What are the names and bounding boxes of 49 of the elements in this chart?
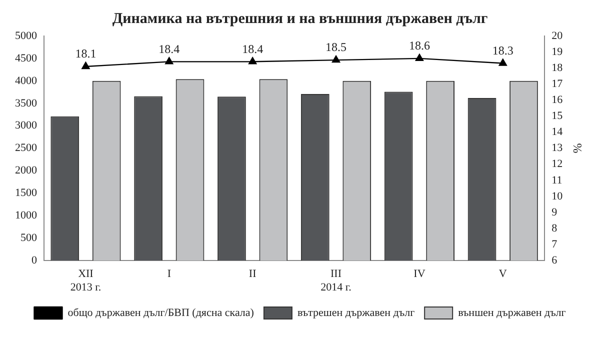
legend-label: общо държавен дълг/БВП (дясна скала) bbox=[68, 306, 254, 319]
y2-tick-label: 11 bbox=[552, 174, 562, 186]
y-tick-label: 2000 bbox=[15, 164, 38, 177]
y-tick-label: 4000 bbox=[15, 74, 38, 87]
x-tick-label: III 2014 г. bbox=[320, 268, 352, 294]
data-label: 18.4 bbox=[158, 42, 180, 56]
data-label: 18.5 bbox=[326, 40, 347, 54]
data-label: 18.6 bbox=[408, 38, 430, 53]
data-label: 18.4 bbox=[242, 42, 264, 56]
y-tick-label: 1000 bbox=[15, 210, 38, 222]
chart-title: Динамика на вътрешния и на външния държавен дълг bbox=[112, 10, 488, 27]
x-tick-label: V bbox=[498, 268, 507, 280]
data-label: 18.1 bbox=[75, 46, 96, 61]
point bbox=[248, 57, 257, 64]
data-label: 18.3 bbox=[492, 43, 514, 58]
y-tick-label: 4500 bbox=[15, 52, 38, 64]
y2-tick-label: 7 bbox=[552, 238, 558, 250]
y2-tick-label: 6 bbox=[552, 254, 558, 266]
y-tick-label: 0 bbox=[32, 254, 38, 266]
point bbox=[498, 58, 507, 66]
y2-tick-label: 13 bbox=[552, 142, 564, 154]
y2-tick-label: 15 bbox=[552, 110, 564, 122]
point bbox=[415, 54, 424, 62]
y2-tick-label: 20 bbox=[552, 30, 564, 42]
point bbox=[332, 55, 340, 63]
point bbox=[165, 57, 174, 64]
legend-label: външен държавен дълг bbox=[458, 306, 566, 319]
y-tick-label: 3000 bbox=[15, 120, 38, 132]
y2-tick-label: 19 bbox=[552, 46, 564, 58]
x-tick-label: II bbox=[248, 268, 257, 280]
y2-tick-label: 18 bbox=[552, 62, 564, 74]
y2-tick-label: 10 bbox=[552, 190, 564, 202]
y2-tick-label: 17 bbox=[552, 78, 564, 90]
point bbox=[82, 62, 90, 70]
y-tick-label: 2500 bbox=[15, 142, 38, 154]
x-tick-label: I bbox=[167, 268, 172, 280]
y2-tick-label: 9 bbox=[552, 206, 558, 218]
y-tick-label: 5000 bbox=[15, 30, 38, 42]
y-tick-label: 1500 bbox=[15, 187, 38, 200]
legend-label: вътрешен държавен дълг bbox=[297, 306, 416, 319]
y2-axis-title: % bbox=[570, 143, 585, 154]
y2-tick-label: 12 bbox=[552, 158, 563, 170]
y2-tick-label: 16 bbox=[552, 94, 564, 106]
x-tick-label: IV bbox=[414, 268, 426, 280]
x-tick-label: XII 2013 г. bbox=[70, 268, 102, 294]
y-tick-label: 500 bbox=[20, 232, 38, 244]
y2-tick-label: 14 bbox=[552, 126, 564, 138]
y2-tick-label: 8 bbox=[552, 222, 558, 234]
y-tick-label: 3500 bbox=[15, 97, 38, 110]
